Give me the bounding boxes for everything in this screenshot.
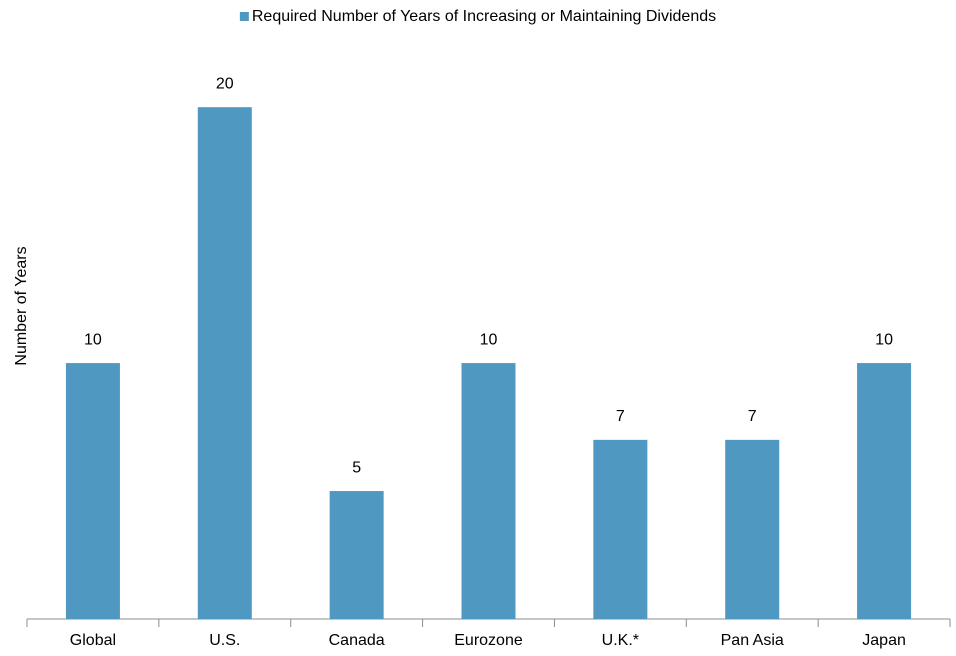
x-tick-label: Pan Asia xyxy=(721,632,784,649)
x-tick-label: Japan xyxy=(862,632,906,649)
bar xyxy=(461,363,516,619)
bar xyxy=(197,107,252,619)
legend-swatch xyxy=(239,12,249,21)
x-tick-label: Canada xyxy=(329,632,385,649)
data-label: 10 xyxy=(84,331,102,348)
x-tick-label: Eurozone xyxy=(454,632,523,649)
data-label: 10 xyxy=(480,331,498,348)
bar xyxy=(725,439,780,619)
data-label: 20 xyxy=(216,75,234,92)
bar xyxy=(857,363,912,619)
bar xyxy=(329,491,384,619)
x-tick-label: U.S. xyxy=(209,632,240,649)
bar xyxy=(593,439,648,619)
legend-label: Required Number of Years of Increasing o… xyxy=(252,8,716,25)
x-tick-label: U.K.* xyxy=(602,632,639,649)
data-label: 7 xyxy=(616,408,625,425)
data-label: 5 xyxy=(352,459,361,476)
data-label: 10 xyxy=(875,331,893,348)
x-tick-label: Global xyxy=(70,632,116,649)
bar xyxy=(65,363,120,619)
data-label: 7 xyxy=(748,408,757,425)
y-axis-label: Number of Years xyxy=(13,246,30,365)
